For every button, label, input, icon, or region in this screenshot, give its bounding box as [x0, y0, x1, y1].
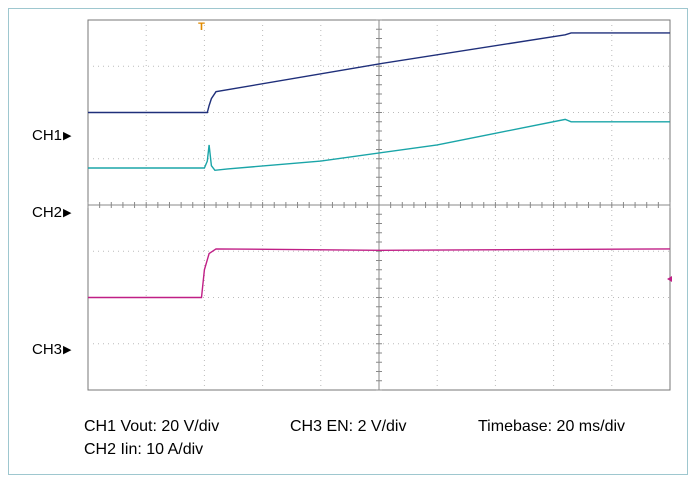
- ch1-setting: CH1 Vout: 20 V/div: [84, 418, 220, 435]
- scope-frame: [8, 8, 688, 475]
- ch1-marker: CH1▶: [32, 127, 72, 144]
- trace-ch2: [88, 118, 670, 172]
- ch2-setting: CH2 Iin: 10 A/div: [84, 441, 204, 458]
- trigger-marker: T: [198, 21, 205, 33]
- trace-ch1: [88, 32, 670, 114]
- trace-ch3: [88, 248, 671, 299]
- ch3-setting: CH3 EN: 2 V/div: [290, 418, 407, 435]
- timebase-setting: Timebase: 20 ms/div: [478, 418, 626, 435]
- ch2-marker: CH2▶: [32, 204, 72, 221]
- ch3-marker: CH3▶: [32, 341, 72, 358]
- trigger-level-marker: [667, 276, 672, 282]
